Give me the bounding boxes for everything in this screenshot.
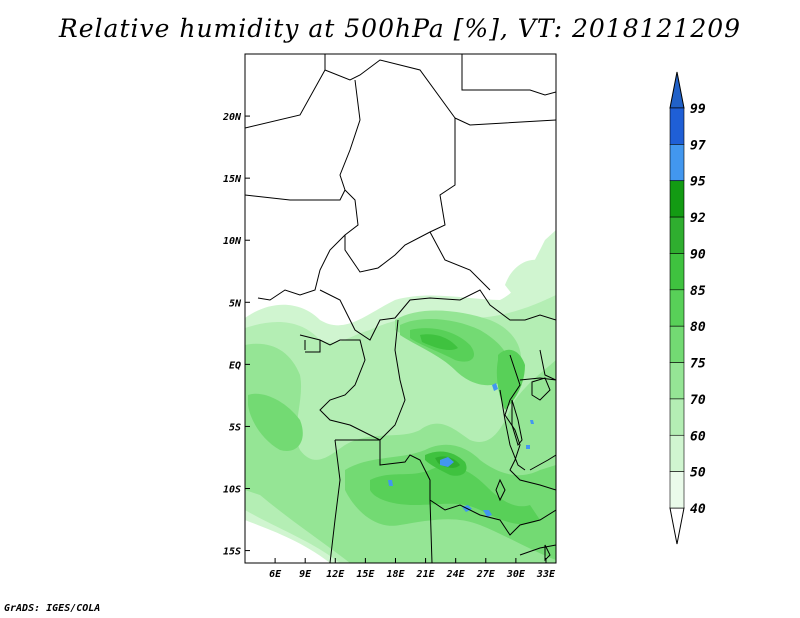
- colorbar-swatch: [669, 107, 685, 145]
- colorbar-swatch: [669, 253, 685, 291]
- colorbar-label: 95: [690, 175, 706, 190]
- country-borders: [245, 54, 556, 563]
- map-title: Relative humidity at 500hPa [%], VT: 201…: [58, 14, 742, 43]
- x-tick-label: 27E: [476, 569, 496, 580]
- x-tick-label: 6E: [269, 569, 282, 580]
- y-axis: 20N 15N 10N 5N EQ 5S 10S 15S: [222, 112, 250, 558]
- x-tick-label: 24E: [446, 569, 466, 580]
- colorbar-label: 99: [690, 102, 706, 117]
- colorbar-label: 92: [690, 211, 706, 226]
- humidity-region-light-2: [505, 259, 546, 298]
- x-tick-label: 33E: [536, 569, 556, 580]
- y-tick-label: 10N: [223, 236, 242, 247]
- colorbar-label: 60: [690, 429, 706, 444]
- colorbar-label: 75: [690, 357, 706, 372]
- colorbar-swatch: [669, 471, 685, 509]
- colorbar-bottom-arrow: [669, 507, 685, 545]
- y-tick-label: 5N: [229, 298, 242, 309]
- colorbar-label: 80: [690, 320, 706, 335]
- colorbar-label: 70: [690, 393, 706, 408]
- colorbar-label: 50: [690, 466, 706, 481]
- lake-outlines: [495, 377, 551, 562]
- colorbar-swatch: [669, 216, 685, 254]
- colorbar-swatch: [669, 325, 685, 363]
- x-axis: 6E 9E 12E 15E 18E 21E 24E 27E 30E 33E: [269, 558, 556, 580]
- humidity-region-85-east: [496, 349, 525, 410]
- colorbar-label: 90: [690, 247, 706, 262]
- colorbar-label: 40: [690, 502, 706, 517]
- humidity-region-80-west: [248, 393, 303, 451]
- colorbar-top-arrow: [669, 71, 685, 109]
- humidity-region-85-south: [370, 465, 540, 525]
- colorbar-swatch: [669, 180, 685, 218]
- colorbar-swatch: [669, 289, 685, 327]
- border-lines: [245, 54, 556, 563]
- colorbar-swatch: [669, 434, 685, 472]
- x-tick-label: 21E: [416, 569, 436, 580]
- y-tick-label: 20N: [222, 112, 242, 123]
- x-tick-label: 18E: [386, 569, 405, 580]
- y-tick-label: 15N: [223, 174, 242, 185]
- x-tick-label: 30E: [506, 569, 526, 580]
- map-frame: [244, 53, 557, 564]
- humidity-field: [245, 230, 556, 563]
- colorbar-swatch: [669, 362, 685, 400]
- grads-credit: GrADS: IGES/COLA: [4, 603, 101, 614]
- x-tick-label: 15E: [356, 569, 375, 580]
- colorbar-swatch: [669, 398, 685, 436]
- y-tick-label: 15S: [223, 547, 241, 558]
- colorbar-label: 97: [690, 138, 706, 153]
- y-tick-label: EQ: [229, 360, 241, 371]
- x-tick-label: 9E: [299, 569, 312, 580]
- humidity-region-90: [420, 334, 458, 351]
- x-tick-label: 12E: [326, 569, 345, 580]
- y-tick-label: 10S: [223, 485, 241, 496]
- colorbar-swatch: [669, 144, 685, 182]
- y-tick-label: 5S: [229, 422, 241, 433]
- colorbar-label: 85: [690, 284, 706, 299]
- colorbar: 99 97 95 92 90 85 80 75 70 60 50 40: [669, 71, 706, 545]
